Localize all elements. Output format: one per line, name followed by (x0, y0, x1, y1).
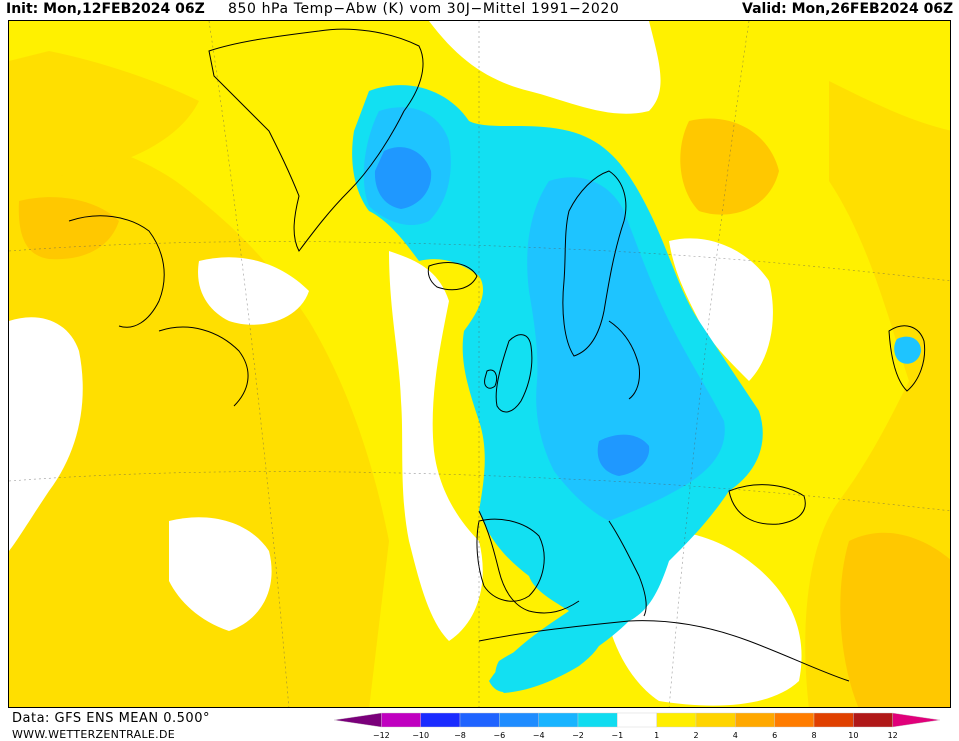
colorbar-swatch (577, 712, 618, 728)
anomaly-map (8, 20, 951, 708)
colorbar-tick-label: −1 (611, 731, 623, 740)
valid-time-label: Valid: Mon,26FEB2024 06Z (742, 1, 954, 17)
data-source-label: Data: GFS ENS MEAN 0.500° (12, 711, 210, 726)
warm-anomaly-area-west-atlantic (9, 138, 389, 707)
colorbar-tick-label: 4 (733, 731, 738, 740)
colorbar-tick-label: 6 (772, 731, 777, 740)
colorbar-tick-label: −4 (533, 731, 545, 740)
colorbar-swatch (813, 712, 854, 728)
coastline-iceland (427, 262, 478, 291)
colorbar-swatch (656, 712, 697, 728)
colorbar-tick-label: −12 (373, 731, 390, 740)
colorbar-swatch (774, 712, 815, 728)
colorbar-tick-label: 1 (654, 731, 659, 740)
coastline-black-sea (728, 484, 806, 525)
colorbar-swatch (695, 712, 736, 728)
graticule (9, 21, 950, 707)
colorbar-tick-label: −10 (412, 731, 429, 740)
map-canvas (9, 21, 950, 707)
warm-anomaly-area-siberia (680, 118, 779, 215)
warm-anomaly-area-southeast (840, 532, 950, 707)
neutral-area-russia (669, 238, 773, 381)
coastline-europe-west (478, 510, 580, 614)
colorbar-tick-label: 2 (693, 731, 698, 740)
colorbar-tick-label: 8 (811, 731, 816, 740)
coastline-british-isles (484, 334, 533, 413)
neutral-area-central-atlantic (169, 517, 272, 631)
cold-anomaly-area-alps-core (597, 434, 650, 476)
colorbar-tick-label: −8 (454, 731, 466, 740)
colorbar-swatch (853, 712, 893, 728)
colorbar-swatch (381, 712, 421, 728)
coastlines (68, 28, 926, 682)
map-title: 850 hPa Temp−Abw (K) vom 30J−Mittel 1991… (228, 1, 620, 17)
coastline-baltic (608, 320, 640, 400)
neutral-area-north-atlantic (389, 251, 483, 641)
colorbar-swatch (617, 712, 657, 728)
coastline-labrador (158, 326, 249, 407)
colorbar-swatch (499, 712, 539, 728)
colorbar-tick-labels: −12 −10 −8 −6 −4 −2 −1 1 2 4 6 8 10 12 (373, 731, 898, 740)
colorbar-tick-label: 12 (888, 731, 898, 740)
colorbar-swatch (420, 712, 461, 728)
neutral-area-west-atlantic (9, 317, 83, 551)
cold-anomaly-area-middle (363, 107, 725, 521)
colorbar-swatch (538, 712, 579, 728)
colorbar-swatch (892, 712, 941, 728)
coastline-north-africa (478, 620, 850, 682)
cold-anomaly-area-caspian (894, 336, 921, 364)
colorbar-swatches (334, 712, 941, 728)
coastline-italy (608, 520, 647, 617)
coastline-scandinavia (562, 170, 627, 357)
map-footer: Data: GFS ENS MEAN 0.500° WWW.WETTERZENT… (0, 709, 959, 741)
neutral-area-arctic (429, 21, 661, 114)
warm-anomaly-area-canada-core (18, 197, 119, 260)
neutral-area-labrador (198, 257, 309, 325)
coastline-caspian (888, 325, 926, 392)
cold-anomaly-area-greenland-core (374, 147, 432, 209)
colorbar-tick-label: −2 (572, 731, 584, 740)
cold-anomaly-area-north-africa (495, 621, 603, 693)
colorbar-swatch (334, 712, 382, 728)
colorbar-legend: −12 −10 −8 −6 −4 −2 −1 1 2 4 6 8 10 12 (334, 712, 941, 740)
website-label: WWW.WETTERZENTRALE.DE (12, 728, 175, 741)
colorbar-tick-label: −6 (493, 731, 505, 740)
map-header: Init: Mon,12FEB2024 06Z 850 hPa Temp−Abw… (0, 0, 959, 20)
coastline-greenland (208, 28, 424, 252)
coastline-iberia (476, 518, 545, 602)
init-time-label: Init: Mon,12FEB2024 06Z (6, 1, 205, 17)
warm-anomaly-area-north-canada (9, 51, 199, 176)
colorbar-swatch (459, 712, 500, 728)
colorbar-tick-label: 10 (848, 731, 858, 740)
coastline-baffin (68, 215, 165, 328)
colorbar-swatch (735, 712, 775, 728)
